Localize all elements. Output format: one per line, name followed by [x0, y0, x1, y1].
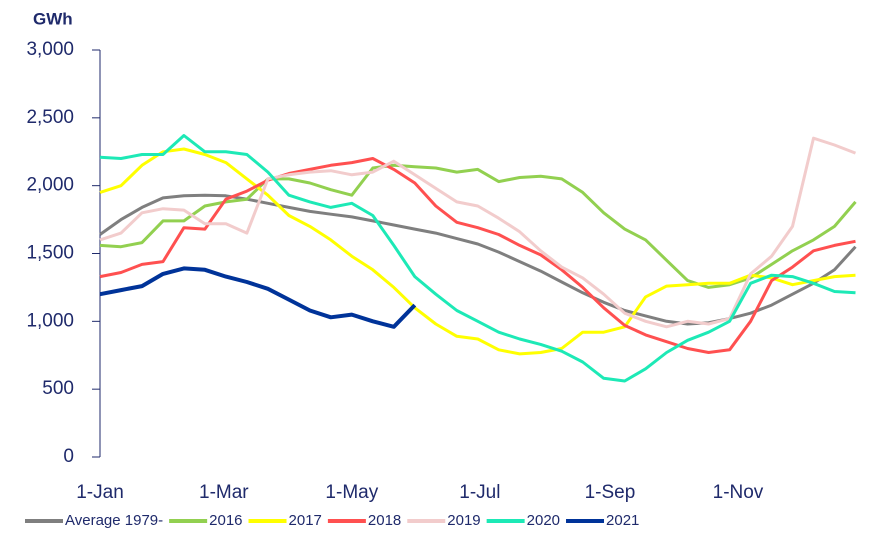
x-tick-label: 1-Jan — [76, 482, 124, 503]
x-tick-label: 1-May — [325, 482, 378, 503]
y-tick-label: 3,000 — [26, 39, 74, 60]
x-tick-label: 1-Sep — [585, 482, 636, 503]
y-tick-label: 1,000 — [26, 310, 74, 331]
series-line — [99, 157, 856, 354]
legend-label: 2017 — [289, 512, 322, 529]
y-tick-label: 2,000 — [26, 175, 74, 196]
y-tick-label: 2,500 — [26, 107, 74, 128]
y-axis-label: GWh — [33, 9, 73, 28]
y-tick-label: 1,500 — [26, 243, 74, 264]
legend-label: Average 1979- — [65, 512, 163, 529]
x-tick-label: 1-Nov — [713, 482, 764, 503]
x-tick-label: 1-Mar — [199, 482, 249, 503]
legend-label: 2018 — [368, 512, 401, 529]
legend-label: 2016 — [209, 512, 242, 529]
series-line — [99, 266, 417, 329]
series-line — [99, 134, 856, 383]
y-tick-label: 500 — [42, 378, 74, 399]
y-tick-label: 0 — [63, 446, 74, 467]
legend-label: 2020 — [527, 512, 560, 529]
legend-label: 2019 — [447, 512, 480, 529]
x-tick-label: 1-Jul — [459, 482, 500, 503]
legend-label: 2021 — [606, 512, 639, 529]
series-line — [99, 147, 856, 356]
